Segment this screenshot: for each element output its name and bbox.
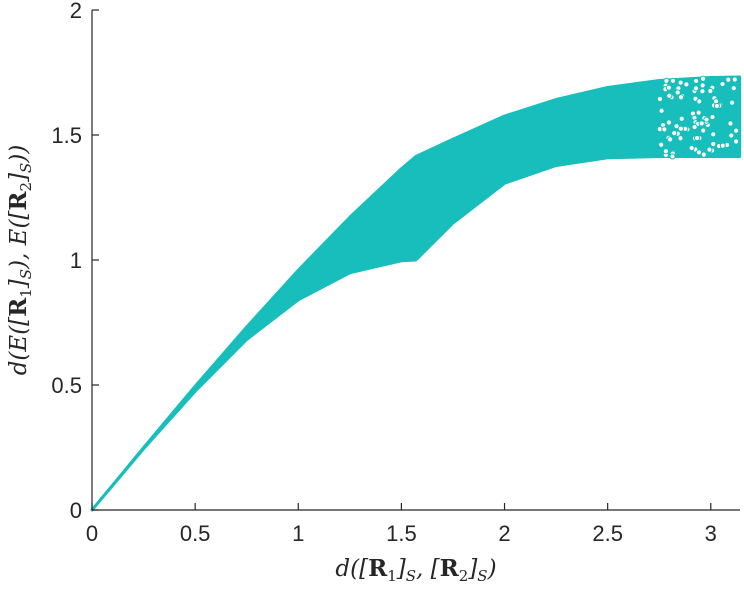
x-tick-label: 1.5 — [386, 521, 417, 546]
x-ticks: 0 0.5 1 1.5 2 2.5 3 — [86, 503, 717, 546]
y-tick-label: 0 — [70, 498, 82, 523]
scatter-point — [666, 92, 673, 99]
scatter-point — [729, 99, 736, 106]
scatter-point — [683, 81, 690, 88]
scatter-point — [698, 120, 705, 127]
y-tick-label: 0.5 — [51, 373, 82, 398]
scatter-point — [669, 77, 677, 84]
scatter-point — [663, 77, 670, 84]
scatter-point — [695, 149, 703, 156]
scatter-point — [728, 132, 735, 139]
y-axis-title: d(E([R1]S), E([R2]S)) — [5, 145, 35, 376]
y-tick-label: 2 — [70, 0, 82, 23]
scatter-point — [669, 153, 676, 160]
scatter-point — [678, 115, 685, 122]
y-tick-label: 1 — [70, 248, 82, 273]
scatter-point — [699, 88, 706, 95]
x-tick-label: 0.5 — [180, 521, 211, 546]
y-tick-label: 1.5 — [51, 123, 82, 148]
x-axis-title: d([R1]S, [R2]S) — [335, 555, 496, 585]
scatter-point — [658, 141, 665, 148]
x-tick-label: 2 — [498, 521, 510, 546]
scatter-point — [700, 151, 707, 158]
y-ticks: 0 0.5 1 1.5 2 — [51, 0, 99, 523]
scatter-point — [674, 89, 681, 96]
scatter-point — [671, 130, 678, 137]
scatter-cloud — [90, 75, 742, 512]
scatter-point — [713, 102, 721, 110]
scatter-point — [730, 85, 737, 92]
scatter-point — [719, 142, 726, 149]
scatter-point — [693, 77, 700, 85]
scatter-point — [719, 80, 726, 88]
scatter-point — [665, 84, 673, 91]
scatter-point — [677, 79, 684, 86]
scatter-point — [710, 131, 717, 138]
scatter-point — [695, 109, 702, 116]
scatter-point — [731, 76, 738, 83]
scatter-point — [656, 95, 664, 103]
scatter-point — [667, 136, 674, 143]
scatter-point — [661, 126, 668, 133]
scatter-point — [662, 148, 669, 155]
x-tick-label: 3 — [705, 521, 717, 546]
scatter-point — [696, 98, 703, 105]
scatter-point — [692, 85, 700, 92]
x-tick-label: 2.5 — [592, 521, 623, 546]
plot-area — [90, 75, 742, 512]
scatter-point — [665, 119, 673, 126]
scatter-point — [710, 140, 717, 148]
scatter-point — [677, 135, 684, 142]
scatter-point — [658, 107, 665, 114]
scatter-point — [725, 76, 732, 83]
scatter-point — [699, 82, 706, 89]
scatter-point — [703, 116, 710, 123]
scatter-point — [733, 138, 740, 145]
scatter-point — [688, 144, 695, 152]
scatter-point — [709, 113, 716, 121]
scatter-point — [677, 125, 684, 132]
scatter-point — [693, 134, 701, 142]
x-tick-label: 0 — [86, 521, 98, 546]
scatter-point — [699, 75, 707, 82]
x-tick-label: 1 — [292, 521, 304, 546]
scatter-point — [707, 87, 714, 95]
scatter-point — [706, 146, 713, 153]
scatter-point — [732, 127, 740, 134]
scatter-point — [727, 120, 734, 127]
scatter-point — [677, 94, 685, 101]
scatter-markers — [656, 75, 740, 160]
scatter-point — [691, 123, 698, 131]
scatter-point — [700, 127, 707, 134]
